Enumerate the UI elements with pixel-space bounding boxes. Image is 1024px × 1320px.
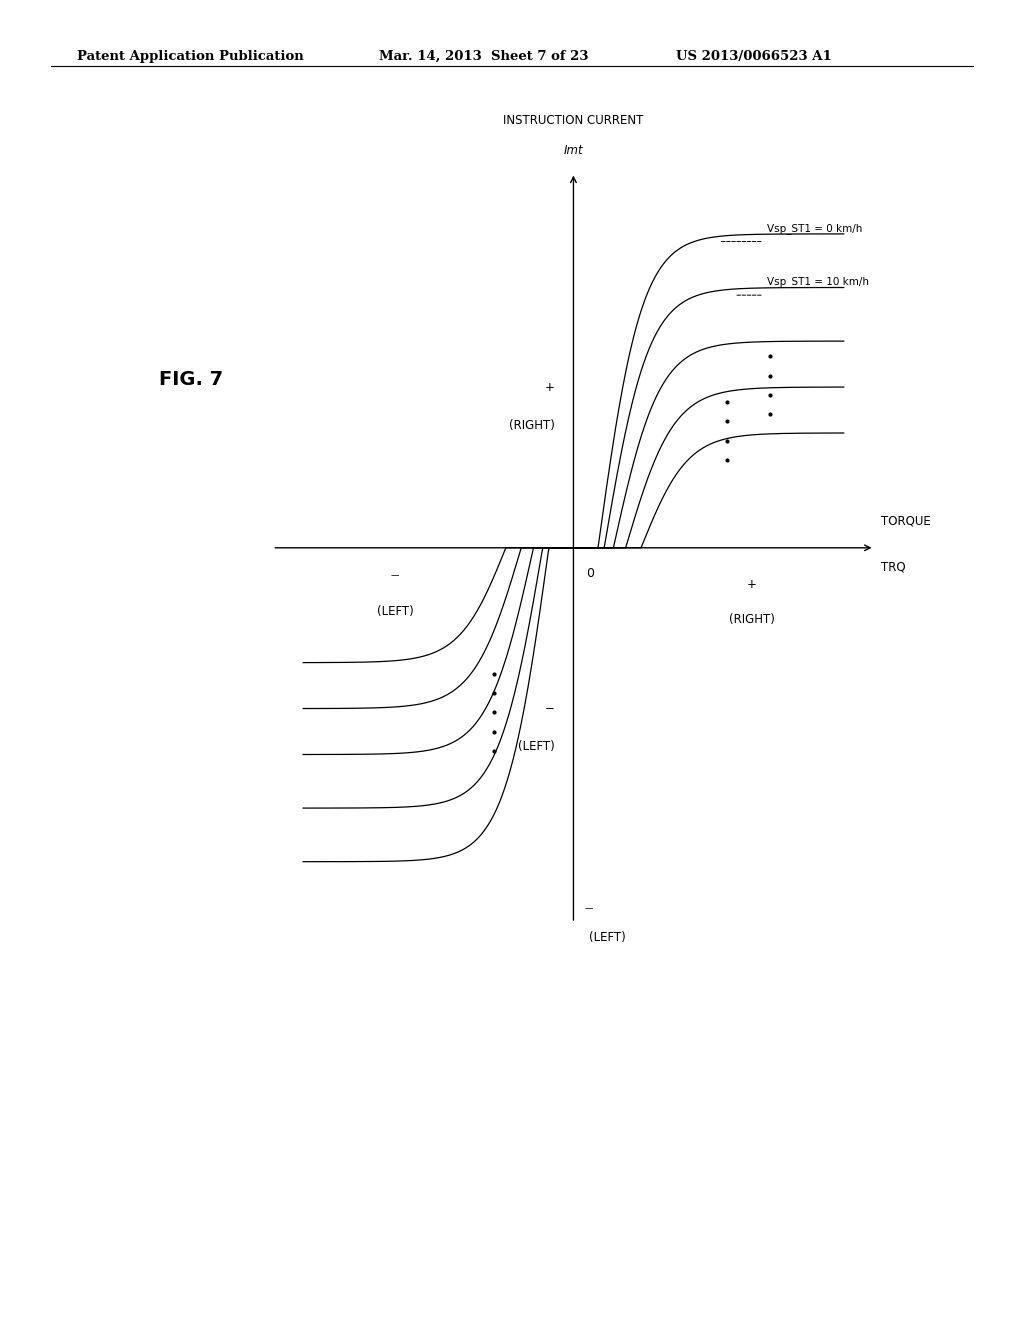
Text: −: − — [545, 702, 555, 715]
Text: TORQUE: TORQUE — [881, 515, 931, 528]
Text: +: + — [545, 380, 555, 393]
Text: Imt: Imt — [563, 144, 584, 157]
Text: —: — — [585, 904, 593, 913]
Text: FIG. 7: FIG. 7 — [159, 370, 223, 388]
Text: 0: 0 — [586, 568, 594, 579]
Text: (LEFT): (LEFT) — [518, 741, 555, 754]
Text: TRQ: TRQ — [881, 561, 905, 573]
Text: (LEFT): (LEFT) — [377, 605, 414, 618]
Text: (RIGHT): (RIGHT) — [729, 612, 774, 626]
Text: Vsp_ST1 = 0 km/h: Vsp_ST1 = 0 km/h — [767, 223, 862, 234]
Text: Mar. 14, 2013  Sheet 7 of 23: Mar. 14, 2013 Sheet 7 of 23 — [379, 50, 589, 63]
Text: —: — — [391, 570, 399, 579]
Text: +: + — [746, 578, 757, 591]
Text: Patent Application Publication: Patent Application Publication — [77, 50, 303, 63]
Text: US 2013/0066523 A1: US 2013/0066523 A1 — [676, 50, 831, 63]
Text: Vsp_ST1 = 10 km/h: Vsp_ST1 = 10 km/h — [767, 277, 869, 288]
Text: (RIGHT): (RIGHT) — [509, 418, 555, 432]
Text: (LEFT): (LEFT) — [589, 931, 626, 944]
Text: INSTRUCTION CURRENT: INSTRUCTION CURRENT — [503, 114, 644, 127]
